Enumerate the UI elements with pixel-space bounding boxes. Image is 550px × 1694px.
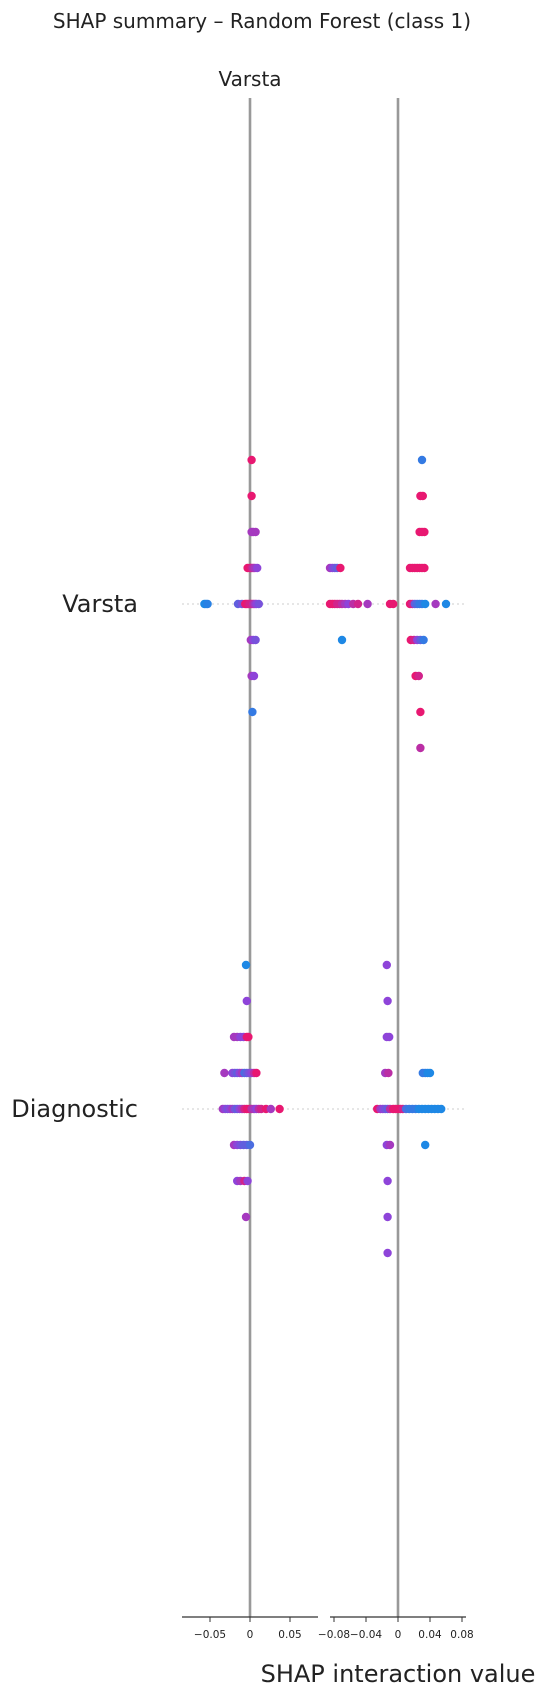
right-x-tick-label: 0.08 [450,1629,473,1641]
point-diagnostic-left [241,1212,251,1222]
left-x-tick-label: 0.05 [278,1629,301,1641]
right-x-tick-label: −0.08 [318,1629,350,1641]
point-diagnostic-right [385,1032,394,1042]
point-varsta-right [389,599,398,609]
point-diagnostic-right [383,1248,392,1258]
point-diagnostic-left [252,1068,261,1078]
point-diagnostic-right [385,1140,395,1150]
x-axis-label: SHAP interaction value [261,1660,536,1688]
point-diagnostic-left [245,1140,255,1150]
point-varsta-right [420,563,429,573]
point-diagnostic-right [425,1068,435,1078]
point-varsta-right [417,455,427,465]
point-varsta-right [414,671,423,681]
point-varsta-left [254,599,263,609]
point-varsta-left [203,599,212,609]
left-x-tick-label: −0.05 [194,1629,226,1641]
point-diagnostic-left [242,996,251,1006]
point-diagnostic-right [383,1212,392,1222]
right-x-tick-label: 0 [395,1629,402,1641]
point-diagnostic-left [220,1068,229,1078]
point-varsta-right [416,743,425,753]
point-varsta-right [353,599,363,609]
left-x-tick-label: 0 [247,1629,254,1641]
point-varsta-left [247,491,256,501]
panel-title: Varsta [218,67,281,91]
point-varsta-right [431,599,440,609]
feature-label-diagnostic: Diagnostic [11,1095,138,1123]
point-diagnostic-right [383,1176,392,1186]
point-varsta-left [253,563,262,573]
point-varsta-right [363,599,372,609]
point-diagnostic-right [421,1140,430,1150]
point-diagnostic-left [244,1032,253,1042]
right-x-tick-label: 0.04 [418,1629,442,1641]
point-diagnostic-left [266,1104,275,1114]
chart-title: SHAP summary – Random Forest (class 1) [53,9,471,33]
point-varsta-right [418,491,427,501]
point-diagnostic-left [275,1104,284,1114]
point-diagnostic-left [243,1176,252,1186]
point-diagnostic-right [437,1104,446,1114]
right-x-tick-label: −0.04 [350,1629,382,1641]
point-diagnostic-left [241,960,251,970]
plot-area: −0.05 0 0.05 −0.08 −0.04 0 0.04 0.08 [182,98,474,1641]
point-varsta-right [337,635,347,645]
point-varsta-right [416,707,425,717]
point-varsta-right [441,599,451,609]
point-varsta-left [251,527,260,537]
point-varsta-left [251,635,260,645]
point-varsta-left [247,455,256,465]
point-varsta-right [420,527,429,537]
point-varsta-right [336,563,345,573]
point-diagnostic-right [384,1068,393,1078]
point-varsta-left [249,671,259,681]
point-varsta-left [248,707,257,717]
point-diagnostic-right [382,960,391,970]
point-varsta-right [419,635,428,645]
point-diagnostic-right [383,996,392,1006]
point-varsta-right [421,599,430,609]
feature-label-varsta: Varsta [62,590,138,618]
